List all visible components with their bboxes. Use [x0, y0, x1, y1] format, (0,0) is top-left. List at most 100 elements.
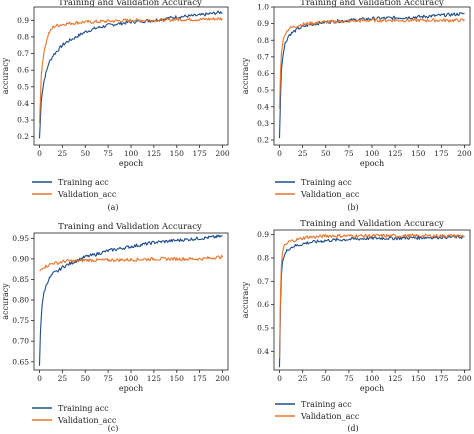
- x-tick-label: 0: [37, 374, 42, 383]
- x-axis-label: epoch: [119, 159, 143, 168]
- y-axis-label: accuracy: [241, 281, 250, 318]
- legend-label: Training acc: [301, 178, 352, 187]
- x-tick-label: 125: [388, 374, 403, 383]
- y-tick-label: 0.65: [12, 357, 29, 366]
- x-tick-label: 50: [80, 149, 90, 158]
- x-tick-label: 175: [192, 374, 207, 383]
- x-tick-label: 125: [147, 374, 162, 383]
- y-axis-label: accuracy: [1, 57, 10, 94]
- y-tick-label: 0.90: [12, 254, 29, 263]
- y-tick-label: 0.5: [17, 82, 29, 91]
- y-tick-label: 0.8: [257, 254, 269, 263]
- y-tick-label: 0.85: [12, 275, 29, 284]
- x-tick-label: 100: [124, 374, 139, 383]
- chart-title: Training and Validation Accuracy: [58, 222, 202, 232]
- x-axis-label: epoch: [360, 159, 384, 168]
- series-line-training: [38, 10, 223, 139]
- y-tick-label: 0.9: [17, 16, 29, 25]
- panel-caption: (c): [108, 424, 119, 433]
- series-line-validation: [39, 254, 224, 272]
- x-tick-label: 200: [457, 374, 472, 383]
- y-tick-label: 0.6: [257, 69, 269, 78]
- y-tick-label: 0.5: [257, 324, 269, 333]
- y-tick-label: 0.5: [257, 86, 269, 95]
- plot-frame: [33, 232, 229, 371]
- series-line-validation: [278, 18, 465, 109]
- x-tick-label: 125: [147, 149, 162, 158]
- x-tick-label: 150: [170, 374, 185, 383]
- chart-title: Training and Validation Accuracy: [58, 0, 202, 8]
- x-tick-label: 175: [434, 374, 449, 383]
- y-tick-label: 0.4: [17, 99, 29, 108]
- x-tick-label: 25: [58, 374, 68, 383]
- legend-label: Training acc: [301, 400, 352, 409]
- y-tick-label: 0.4: [257, 102, 269, 111]
- y-tick-label: 0.6: [257, 300, 269, 309]
- y-tick-label: 0.7: [257, 52, 269, 61]
- plot-frame: [33, 6, 229, 146]
- x-tick-label: 0: [37, 149, 42, 158]
- series-line-training: [278, 234, 465, 368]
- x-tick-label: 125: [388, 149, 403, 158]
- x-tick-label: 0: [277, 149, 282, 158]
- legend-label: Validation_acc: [57, 190, 117, 199]
- series-line-validation: [278, 233, 465, 358]
- series-line-training: [38, 234, 223, 366]
- plot-frame: [273, 6, 471, 146]
- y-tick-label: 0.75: [12, 316, 29, 325]
- x-tick-label: 25: [58, 149, 68, 158]
- y-tick-label: 0.7: [257, 277, 269, 286]
- x-tick-label: 50: [80, 374, 90, 383]
- x-tick-label: 200: [215, 149, 230, 158]
- y-tick-label: 0.3: [257, 119, 269, 128]
- x-tick-label: 175: [192, 149, 207, 158]
- legend-label: Validation_acc: [300, 412, 360, 421]
- y-tick-label: 0.95: [12, 234, 29, 243]
- legend-label: Validation_acc: [300, 190, 360, 199]
- y-axis-label: accuracy: [1, 283, 10, 320]
- panel-caption: (d): [347, 424, 358, 433]
- y-tick-label: 0.80: [12, 296, 29, 305]
- y-tick-label: 0.4: [257, 347, 269, 356]
- x-tick-label: 200: [215, 374, 230, 383]
- series-line-validation: [38, 17, 223, 124]
- x-tick-label: 175: [434, 149, 449, 158]
- y-tick-label: 0.3: [17, 116, 29, 125]
- x-tick-label: 50: [321, 149, 331, 158]
- x-tick-label: 100: [365, 149, 380, 158]
- x-tick-label: 150: [411, 374, 426, 383]
- y-tick-label: 1.0: [257, 3, 269, 12]
- panel-2: Training and Validation Accuracy 0 25 50 75 1…: [1, 222, 230, 433]
- x-tick-label: 75: [344, 149, 354, 158]
- x-tick-label: 25: [298, 149, 308, 158]
- x-tick-label: 50: [321, 374, 331, 383]
- panel-3: Training and Validation Accuracy 0 25 50 75 1…: [241, 219, 472, 433]
- legend-label: Training acc: [58, 178, 109, 187]
- x-axis-label: epoch: [119, 384, 143, 393]
- y-tick-label: 0.6: [17, 66, 29, 75]
- y-tick-label: 0.70: [12, 337, 29, 346]
- legend-label: Validation_acc: [57, 416, 117, 425]
- panel-caption: (b): [347, 203, 358, 212]
- x-axis-label: epoch: [360, 384, 384, 393]
- chart-title: Training and Validation Accuracy: [300, 219, 444, 229]
- y-tick-label: 0.2: [17, 132, 29, 141]
- y-tick-label: 0.9: [257, 19, 269, 28]
- series-line-training: [278, 12, 465, 139]
- y-tick-label: 0.7: [17, 49, 29, 58]
- panel-caption: (a): [107, 203, 118, 212]
- y-tick-label: 0.9: [257, 230, 269, 239]
- x-tick-label: 75: [344, 374, 354, 383]
- x-tick-label: 75: [103, 149, 113, 158]
- x-tick-label: 100: [124, 149, 139, 158]
- panel-0: Training and Validation Accuracy 0 25 50 75 1…: [1, 0, 230, 212]
- y-tick-label: 0.8: [17, 32, 29, 41]
- plot-frame: [273, 229, 471, 371]
- x-tick-label: 75: [103, 374, 113, 383]
- y-tick-label: 0.2: [257, 136, 269, 145]
- y-axis-label: accuracy: [241, 57, 250, 94]
- panel-1: Training and Validation Accuracy 0 25 50 75 1…: [241, 0, 472, 212]
- x-tick-label: 25: [298, 374, 308, 383]
- x-tick-label: 150: [170, 149, 185, 158]
